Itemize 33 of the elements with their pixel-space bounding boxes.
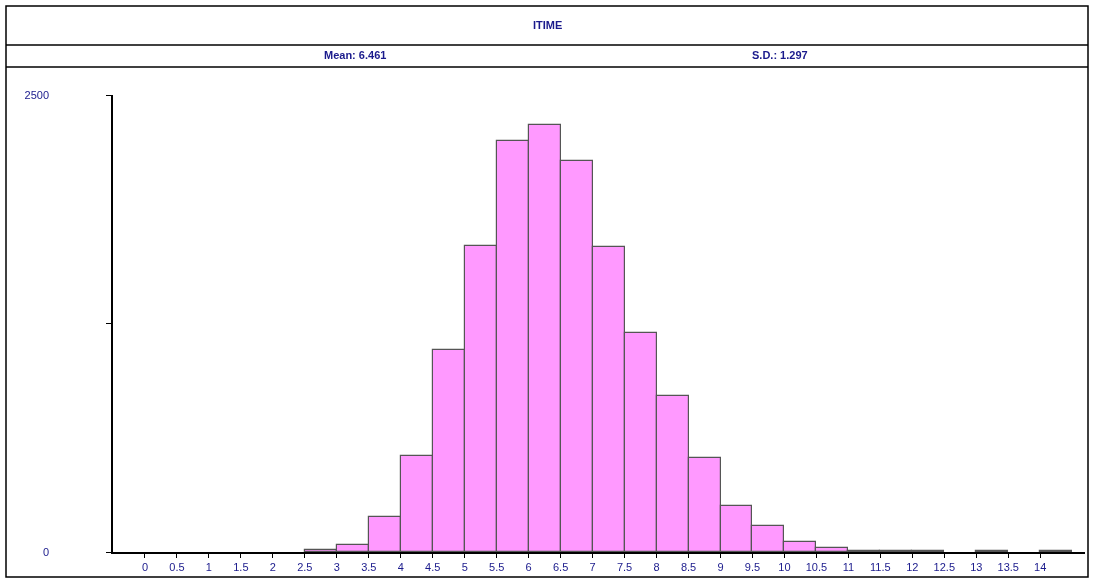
x-tick-label: 8 <box>653 561 660 574</box>
chart-title: ITIME <box>533 19 563 31</box>
x-tick-label: 1 <box>205 561 212 574</box>
y-tick-label: 2500 <box>24 88 50 101</box>
x-tick-label: 3 <box>333 561 340 574</box>
x-tick-label: 11 <box>842 561 855 574</box>
x-tick-label: 2.5 <box>297 561 313 574</box>
x-tick-label: 9.5 <box>744 561 761 574</box>
x-tick-label: 2 <box>269 561 276 574</box>
x-tick-label: 5 <box>461 561 468 574</box>
x-tick-label: 0 <box>141 561 149 574</box>
x-tick-label: 5.5 <box>489 561 505 574</box>
x-tick-label: 12 <box>906 561 919 574</box>
x-tick-label: 7 <box>589 561 596 574</box>
x-tick-label: 0.5 <box>169 561 185 574</box>
x-tick-label: 10 <box>778 561 791 574</box>
x-tick-label: 13 <box>970 561 983 574</box>
x-tick-label: 9 <box>717 561 724 574</box>
x-tick-label: 6 <box>525 561 532 574</box>
x-tick-label: 7.5 <box>616 561 633 574</box>
x-tick-label: 3.5 <box>361 561 377 574</box>
x-tick-label: 4 <box>397 561 404 574</box>
x-tick-label: 4.5 <box>425 561 441 574</box>
x-tick-label: 10.5 <box>805 561 828 574</box>
text: S.D.: 1.297 <box>752 49 808 61</box>
x-tick-label: 8.5 <box>680 561 697 574</box>
x-tick-label: 13.5 <box>997 561 1019 574</box>
text: Mean: 6.461 <box>324 49 387 61</box>
x-tick-label: 1.5 <box>233 561 249 574</box>
x-tick-label: 14 <box>1034 561 1047 574</box>
x-tick-label: 12.5 <box>933 561 956 574</box>
x-tick-label: 6.5 <box>552 561 569 574</box>
x-tick-label: 11.5 <box>870 561 891 574</box>
